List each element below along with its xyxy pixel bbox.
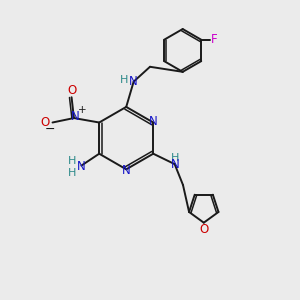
Text: O: O — [67, 84, 76, 97]
Text: H: H — [68, 156, 76, 167]
Text: O: O — [40, 116, 50, 129]
Text: N: N — [122, 164, 130, 177]
Text: N: N — [77, 160, 86, 173]
Text: N: N — [129, 75, 138, 88]
Text: F: F — [211, 33, 218, 46]
Text: H: H — [68, 168, 76, 178]
Text: +: + — [78, 105, 86, 115]
Text: N: N — [171, 158, 180, 171]
Text: N: N — [149, 115, 158, 128]
Text: H: H — [120, 75, 128, 85]
Text: H: H — [171, 153, 179, 163]
Text: N: N — [70, 110, 79, 123]
Text: −: − — [44, 122, 55, 136]
Text: O: O — [199, 223, 208, 236]
